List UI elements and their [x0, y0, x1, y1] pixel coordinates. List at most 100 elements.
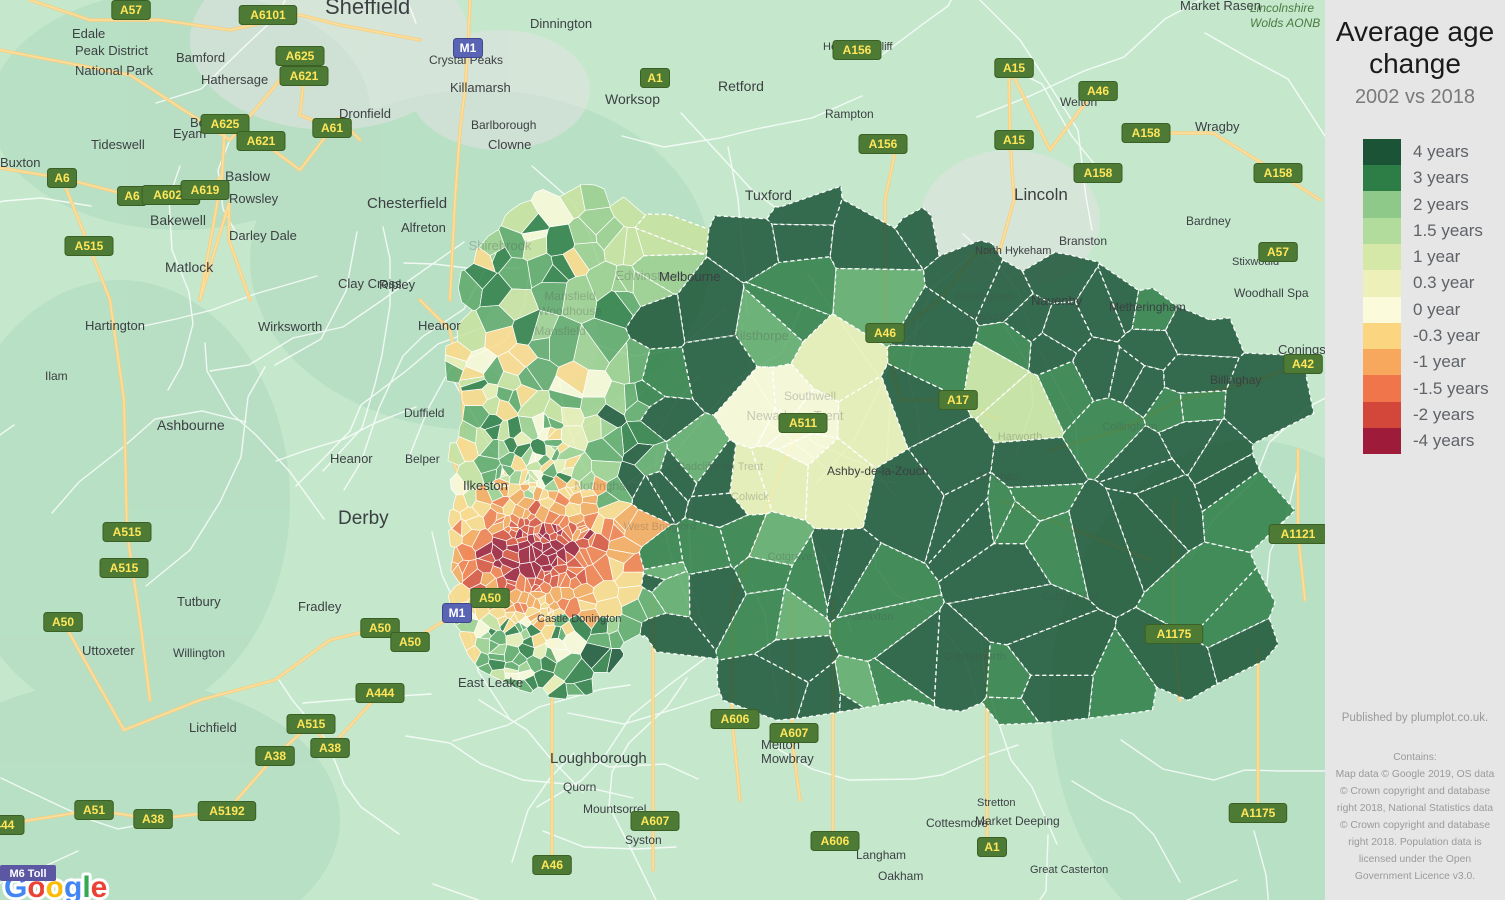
svg-text:Cotgrave: Cotgrave	[768, 551, 813, 563]
svg-text:A515: A515	[110, 561, 139, 575]
svg-text:A1121: A1121	[1281, 527, 1316, 541]
svg-text:A42: A42	[1292, 357, 1314, 371]
svg-text:Harlaxton: Harlaxton	[846, 611, 893, 623]
svg-text:A6: A6	[54, 171, 70, 185]
svg-text:A607: A607	[780, 726, 809, 740]
svg-text:A619: A619	[191, 183, 220, 197]
svg-text:Ripley: Ripley	[379, 277, 416, 292]
svg-text:Wirksworth: Wirksworth	[258, 319, 322, 334]
svg-text:Colwick: Colwick	[731, 491, 769, 503]
svg-text:Worksop: Worksop	[605, 91, 660, 107]
svg-text:A606: A606	[721, 712, 750, 726]
svg-text:A57: A57	[1267, 245, 1289, 259]
svg-text:Tutbury: Tutbury	[177, 594, 221, 609]
svg-text:A625: A625	[211, 117, 240, 131]
svg-text:A46: A46	[541, 858, 563, 872]
svg-text:A38: A38	[319, 741, 341, 755]
svg-text:Lincoln: Lincoln	[1014, 185, 1068, 204]
svg-text:Peak District: Peak District	[75, 43, 148, 58]
svg-text:A6: A6	[124, 189, 140, 203]
svg-text:Shirebrook: Shirebrook	[469, 238, 532, 253]
svg-text:Matlock: Matlock	[165, 259, 214, 275]
svg-text:A158: A158	[1132, 126, 1161, 140]
svg-text:A158: A158	[1264, 166, 1293, 180]
svg-text:Ashbourne: Ashbourne	[157, 417, 225, 433]
svg-text:A46: A46	[1087, 84, 1109, 98]
svg-text:Holdingham: Holdingham	[956, 291, 1015, 303]
svg-text:Harworth: Harworth	[998, 431, 1043, 443]
svg-text:Metheringham: Metheringham	[1109, 300, 1186, 314]
svg-text:Langham: Langham	[856, 848, 906, 862]
svg-text:A38: A38	[264, 749, 286, 763]
svg-text:Derby: Derby	[338, 508, 389, 529]
svg-text:A5192: A5192	[209, 804, 245, 818]
svg-text:Navenby: Navenby	[1031, 293, 1083, 308]
svg-text:Collingham: Collingham	[1102, 421, 1157, 433]
svg-text:Hathersage: Hathersage	[201, 72, 268, 87]
svg-text:A625: A625	[286, 49, 315, 63]
svg-text:Wragby: Wragby	[1195, 119, 1240, 134]
svg-text:A57: A57	[120, 3, 142, 17]
svg-text:Woodhall Spa: Woodhall Spa	[1234, 286, 1309, 300]
svg-text:Hartington: Hartington	[85, 318, 145, 333]
svg-text:Bardney: Bardney	[1186, 214, 1231, 228]
svg-text:A1: A1	[647, 71, 663, 85]
svg-text:A158: A158	[1084, 166, 1113, 180]
svg-text:Corby Glen: Corby Glen	[1042, 591, 1098, 603]
svg-text:A6101: A6101	[250, 8, 286, 22]
svg-text:Heanor: Heanor	[418, 318, 461, 333]
svg-text:Ashby-de-la-Zouch: Ashby-de-la-Zouch	[827, 464, 928, 478]
svg-text:Sleaford: Sleaford	[965, 311, 1006, 323]
svg-text:A50: A50	[52, 615, 74, 629]
svg-text:Branston: Branston	[1059, 234, 1107, 248]
svg-text:Rowsley: Rowsley	[229, 191, 279, 206]
svg-text:Castle Donington: Castle Donington	[537, 613, 621, 625]
svg-text:Killamarsh: Killamarsh	[450, 80, 511, 95]
svg-text:A17: A17	[947, 393, 969, 407]
svg-text:Baslow: Baslow	[225, 168, 271, 184]
svg-text:Ilam: Ilam	[45, 369, 68, 383]
svg-text:A1175: A1175	[1157, 627, 1192, 641]
svg-text:Mowbray: Mowbray	[761, 751, 814, 766]
svg-text:A1: A1	[984, 840, 1000, 854]
svg-text:Alfreton: Alfreton	[401, 220, 446, 235]
svg-text:Uttoxeter: Uttoxeter	[82, 643, 135, 658]
svg-text:Cottesmore: Cottesmore	[926, 816, 988, 830]
svg-text:A51: A51	[83, 803, 105, 817]
svg-text:Oakham: Oakham	[878, 869, 923, 883]
svg-text:M6 Toll: M6 Toll	[9, 868, 46, 880]
svg-text:Quorn: Quorn	[563, 780, 596, 794]
svg-text:M1: M1	[460, 41, 477, 55]
svg-text:Lichfield: Lichfield	[189, 720, 237, 735]
svg-text:A15: A15	[1003, 61, 1025, 75]
svg-text:A606: A606	[821, 834, 850, 848]
svg-text:Heanor: Heanor	[330, 451, 373, 466]
svg-text:Ilkeston: Ilkeston	[463, 478, 508, 493]
svg-text:Billinghay: Billinghay	[1210, 373, 1261, 387]
svg-text:A38: A38	[142, 812, 164, 826]
svg-text:A15: A15	[1003, 133, 1025, 147]
svg-text:Edale: Edale	[72, 26, 105, 41]
svg-text:Loughborough: Loughborough	[550, 750, 647, 767]
svg-text:A515: A515	[113, 525, 142, 539]
svg-text:Nottingham: Nottingham	[574, 479, 635, 493]
svg-text:Great Casterton: Great Casterton	[1030, 864, 1108, 876]
svg-text:Mansfield: Mansfield	[534, 324, 585, 338]
svg-text:A156: A156	[843, 43, 872, 57]
svg-text:Bingham: Bingham	[978, 471, 1021, 483]
svg-text:Chesterfield: Chesterfield	[367, 195, 447, 212]
svg-text:Barlborough: Barlborough	[471, 118, 536, 132]
svg-text:Colsterworth: Colsterworth	[944, 651, 1006, 663]
svg-text:A515: A515	[297, 717, 326, 731]
svg-text:Duffield: Duffield	[404, 406, 444, 420]
svg-text:Bamford: Bamford	[176, 50, 225, 65]
svg-text:East Leake: East Leake	[458, 675, 523, 690]
svg-text:A50: A50	[369, 621, 391, 635]
svg-text:Bakewell: Bakewell	[150, 212, 206, 228]
svg-text:Syston: Syston	[625, 833, 662, 847]
svg-text:A50: A50	[399, 635, 421, 649]
svg-text:Darley Dale: Darley Dale	[229, 228, 297, 243]
svg-text:North Hykeham: North Hykeham	[975, 245, 1051, 257]
svg-text:A61: A61	[321, 121, 343, 135]
svg-text:Tuxford: Tuxford	[745, 187, 792, 203]
